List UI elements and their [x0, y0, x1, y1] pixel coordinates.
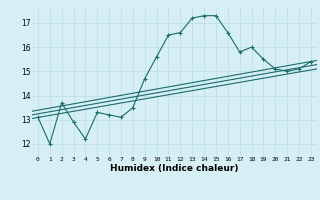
X-axis label: Humidex (Indice chaleur): Humidex (Indice chaleur)	[110, 164, 239, 173]
